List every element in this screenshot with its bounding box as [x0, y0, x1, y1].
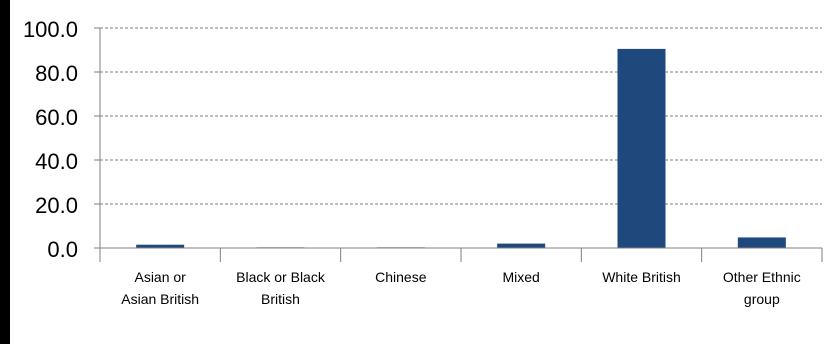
x-tick-label: White British	[602, 269, 681, 285]
y-tick-label: 60.0	[35, 105, 78, 130]
axes	[94, 27, 823, 262]
x-tick-label-line: group	[744, 291, 780, 307]
x-tick-label: Black or Black British	[236, 269, 326, 307]
y-tick-labels: 0.0 20.0 40.0 60.0 80.0 100.0	[23, 17, 78, 262]
x-tick-label-line: British	[261, 291, 300, 307]
y-tick-label: 0.0	[47, 237, 78, 262]
x-tick-label: Asian or Asian British	[121, 269, 199, 307]
x-tick-label-line: Asian British	[121, 291, 199, 307]
gridlines	[100, 27, 822, 205]
bars	[136, 48, 786, 249]
x-tick-label-line: Mixed	[502, 269, 539, 285]
x-tick-label-line: Other Ethnic	[723, 269, 801, 285]
bar-0	[136, 244, 185, 248]
y-tick-label: 100.0	[23, 17, 78, 42]
left-edge-bar	[0, 0, 10, 344]
bar-4	[617, 48, 666, 249]
y-tick-label: 80.0	[35, 61, 78, 86]
x-tick-label: Chinese	[375, 269, 427, 285]
x-tick-label-line: Asian or	[134, 269, 186, 285]
y-tick-label: 40.0	[35, 149, 78, 174]
bar-5	[737, 237, 786, 248]
x-tick-label-line: Black or Black	[236, 269, 326, 285]
x-tick-label: Other Ethnic group	[723, 269, 801, 307]
x-tick-label-line: White British	[602, 269, 681, 285]
x-tick-labels: Asian or Asian British Black or Black Briti…	[121, 269, 800, 307]
y-tick-label: 20.0	[35, 193, 78, 218]
x-tick-label: Mixed	[502, 269, 539, 285]
x-tick-label-line: Chinese	[375, 269, 427, 285]
bar-3	[497, 243, 546, 248]
